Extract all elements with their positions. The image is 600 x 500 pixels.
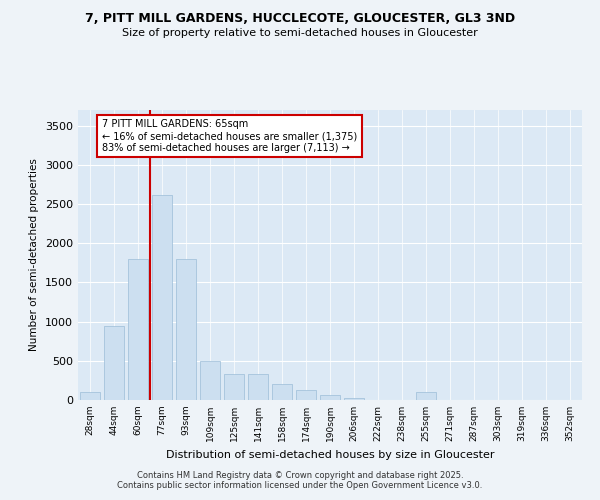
Text: Size of property relative to semi-detached houses in Gloucester: Size of property relative to semi-detach… — [122, 28, 478, 38]
Text: 7 PITT MILL GARDENS: 65sqm
← 16% of semi-detached houses are smaller (1,375)
83%: 7 PITT MILL GARDENS: 65sqm ← 16% of semi… — [102, 120, 357, 152]
Bar — [152, 194, 172, 400]
Bar — [344, 398, 364, 400]
Bar — [416, 392, 436, 400]
Bar — [176, 259, 196, 400]
Bar — [80, 392, 100, 400]
Bar — [200, 361, 220, 400]
Bar — [248, 374, 268, 400]
X-axis label: Distribution of semi-detached houses by size in Gloucester: Distribution of semi-detached houses by … — [166, 450, 494, 460]
Bar — [320, 396, 340, 400]
Bar — [224, 374, 244, 400]
Bar — [296, 390, 316, 400]
Y-axis label: Number of semi-detached properties: Number of semi-detached properties — [29, 158, 40, 352]
Bar — [104, 326, 124, 400]
Bar — [128, 259, 148, 400]
Text: 7, PITT MILL GARDENS, HUCCLECOTE, GLOUCESTER, GL3 3ND: 7, PITT MILL GARDENS, HUCCLECOTE, GLOUCE… — [85, 12, 515, 26]
Text: Contains HM Land Registry data © Crown copyright and database right 2025.
Contai: Contains HM Land Registry data © Crown c… — [118, 470, 482, 490]
Bar — [272, 384, 292, 400]
